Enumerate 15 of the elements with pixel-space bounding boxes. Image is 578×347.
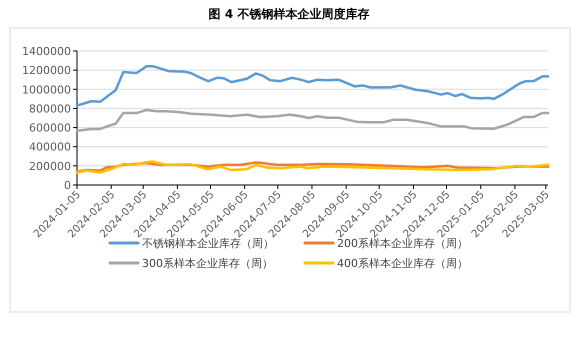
y-tick-label: 1200000 — [22, 64, 71, 78]
legend-label: 400系样本企业库存（周） — [337, 257, 468, 270]
y-tick-label: 800000 — [29, 102, 71, 116]
y-tick-label: 0 — [64, 179, 71, 192]
chart-title: 图 4 不锈钢样本企业周度库存 — [208, 7, 370, 21]
y-tick-label: 1400000 — [22, 45, 71, 58]
y-tick-label: 1000000 — [22, 83, 71, 96]
y-tick-label: 400000 — [29, 140, 71, 154]
legend-label: 不锈钢样本企业库存（周） — [142, 237, 274, 250]
line-series — [76, 65, 550, 107]
line-series — [76, 108, 550, 132]
legend-label: 200系样本企业库存（周） — [337, 237, 468, 250]
legend-label: 300系样本企业库存（周） — [142, 257, 273, 270]
y-tick-label: 200000 — [29, 160, 71, 173]
y-tick-label: 600000 — [29, 122, 71, 135]
